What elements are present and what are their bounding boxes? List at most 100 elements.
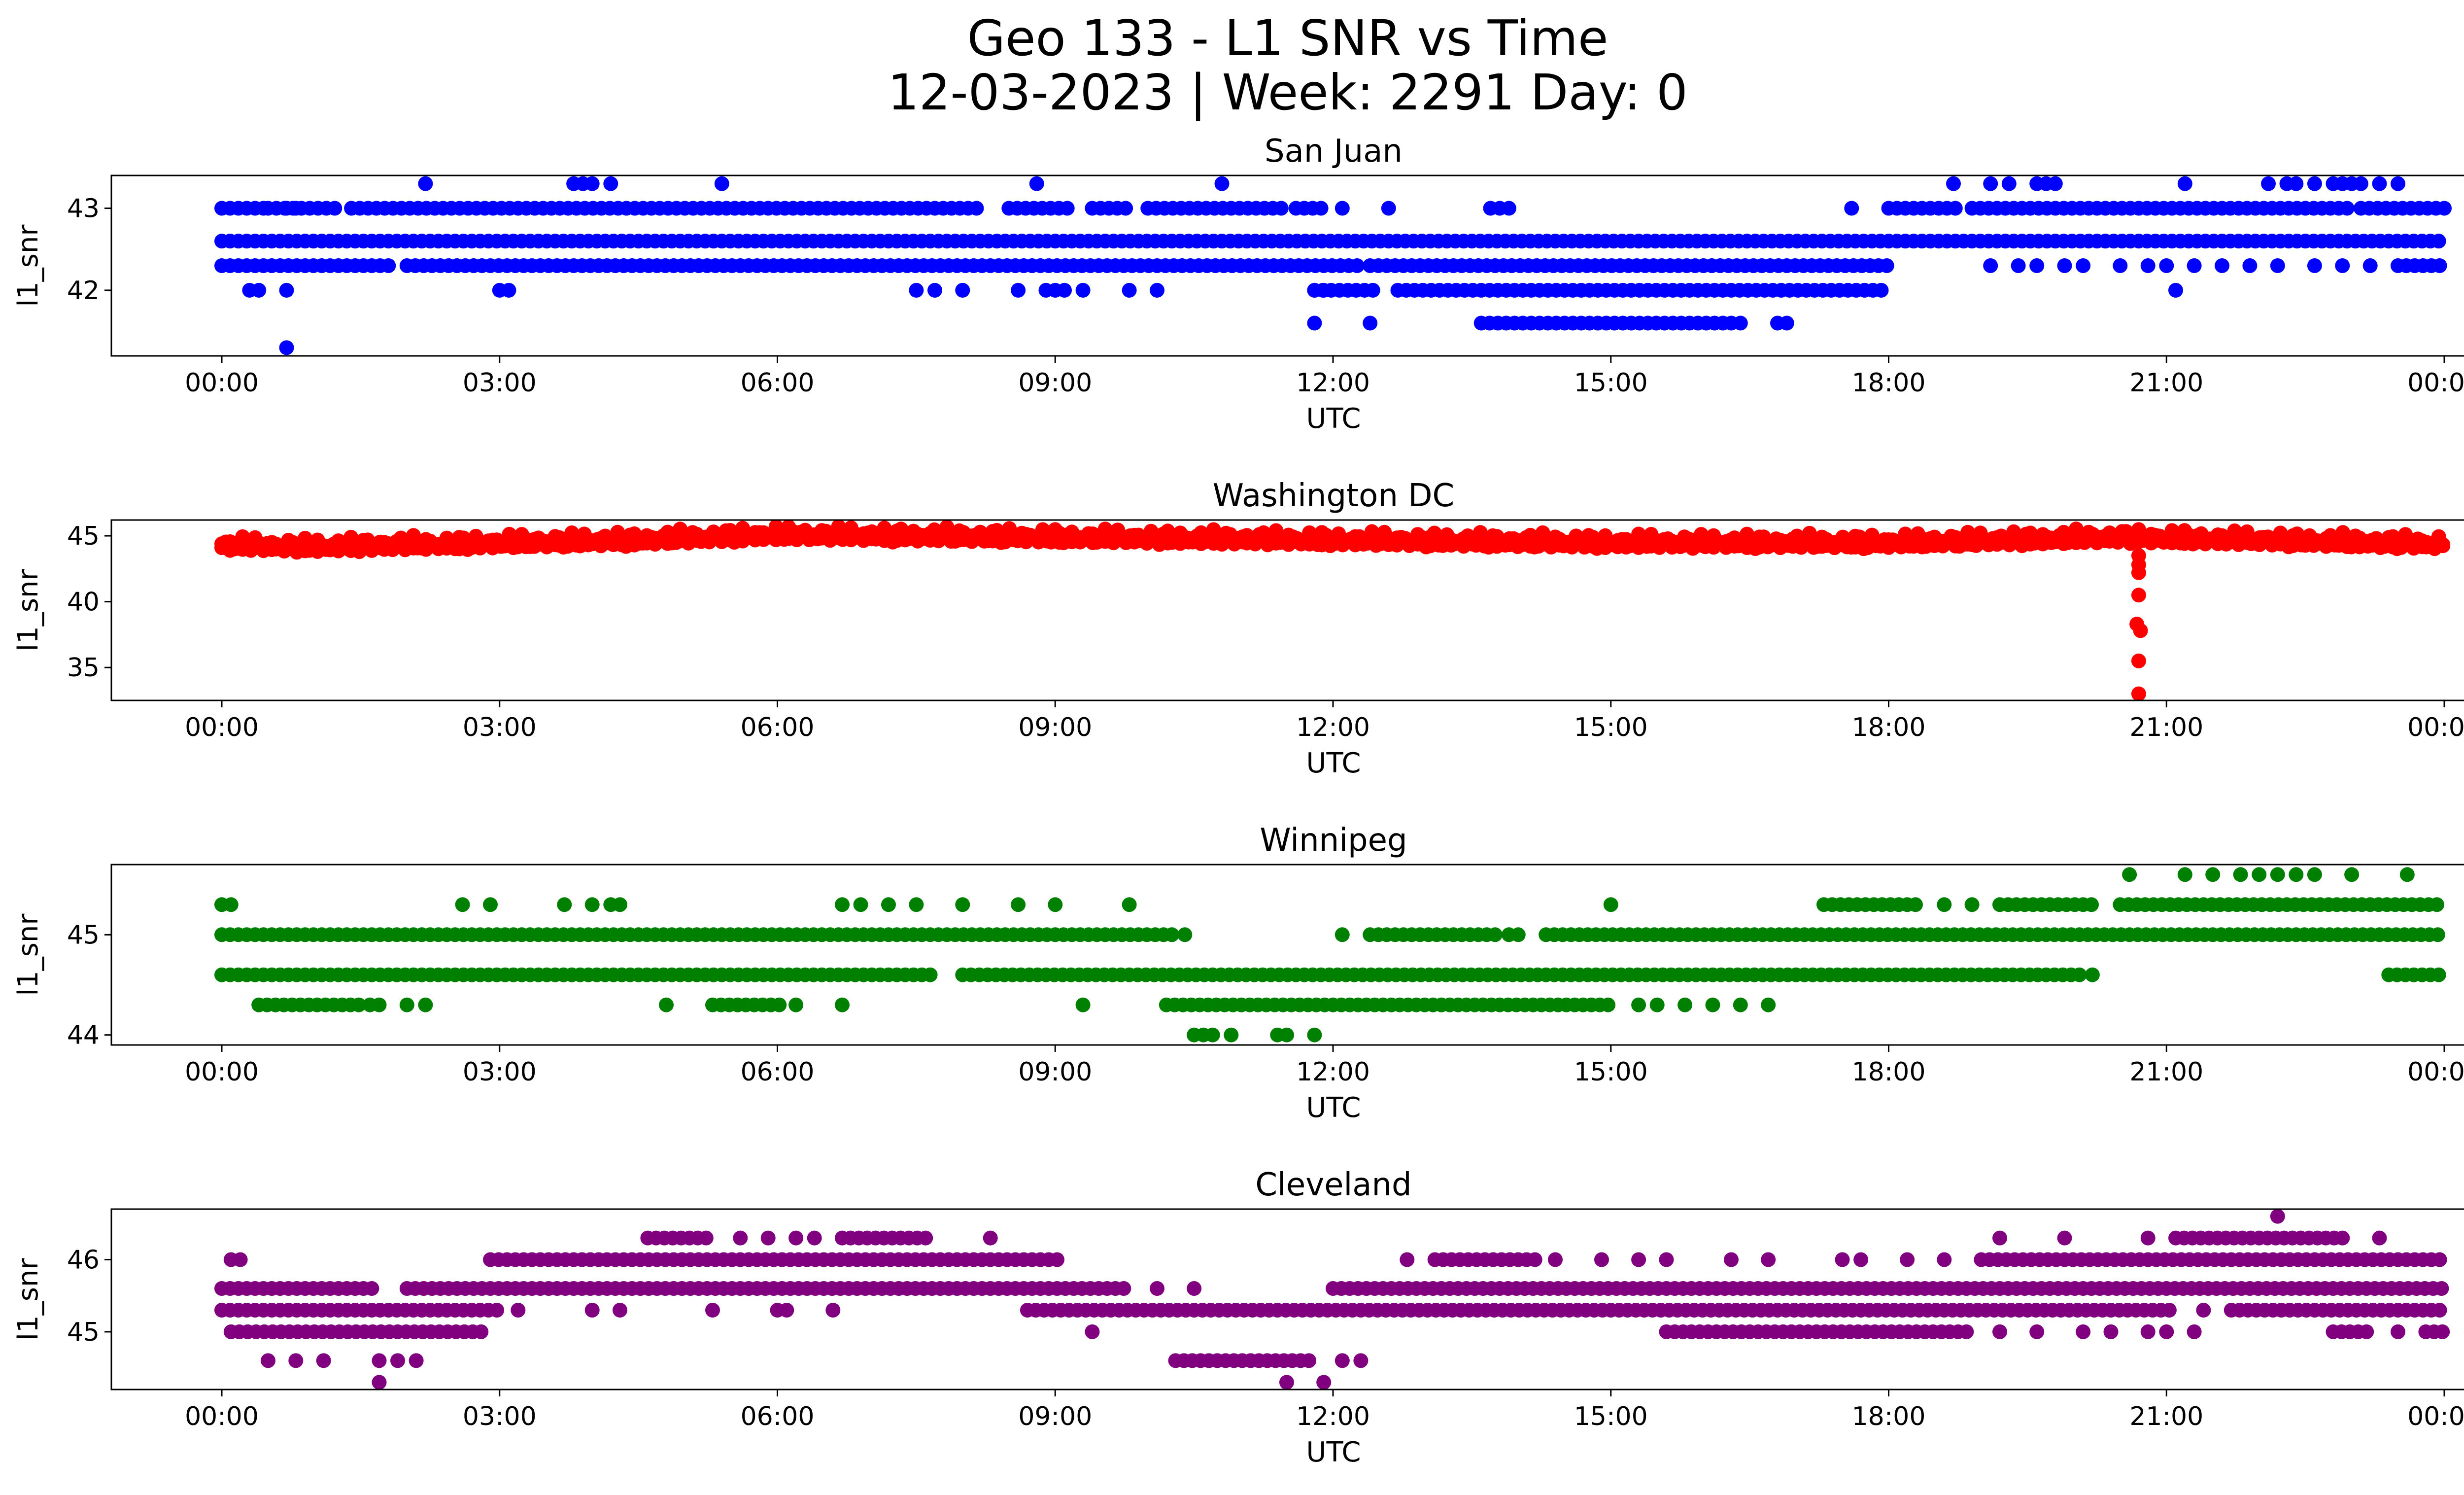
data-point [1761, 997, 1776, 1012]
data-point [1983, 258, 1998, 273]
x-tick-label: 12:00 [1296, 1057, 1370, 1087]
data-point [2270, 258, 2285, 273]
data-point [705, 1303, 720, 1318]
data-point [1349, 258, 1365, 273]
data-point [1992, 1230, 2007, 1246]
data-point [1631, 997, 1646, 1012]
data-point [2335, 1230, 2350, 1246]
y-axis-label: l1_snr [12, 224, 44, 307]
x-tick-label: 00:00 [2407, 713, 2464, 742]
x-tick-label: 18:00 [1852, 1057, 1926, 1087]
x-tick-label: 00:00 [185, 1057, 259, 1087]
scatter-series [214, 1209, 2450, 1390]
x-tick-label: 12:00 [1296, 1402, 1370, 1431]
data-point [1502, 201, 1516, 216]
x-tick-label: 00:00 [185, 1402, 259, 1431]
data-point [2177, 176, 2192, 191]
data-point [390, 1353, 405, 1368]
data-point [372, 1375, 387, 1390]
y-tick-label: 46 [67, 1245, 100, 1275]
data-point [2205, 867, 2221, 882]
x-tick-label: 18:00 [1852, 368, 1926, 398]
data-point [418, 176, 433, 191]
data-point [1937, 897, 1952, 912]
data-point [613, 1303, 627, 1318]
data-point [2261, 176, 2276, 191]
data-point [1631, 1252, 1646, 1267]
data-point [2270, 867, 2285, 882]
data-point [1313, 201, 1329, 216]
data-point [1075, 282, 1091, 298]
data-point [316, 1353, 331, 1368]
data-point [1224, 1027, 1239, 1043]
data-point [511, 1303, 526, 1318]
y-tick-label: 43 [67, 194, 100, 224]
data-point [1273, 201, 1289, 216]
data-point [983, 1230, 998, 1246]
data-point [2103, 1324, 2119, 1339]
data-point [351, 997, 367, 1012]
x-tick-label: 03:00 [463, 1057, 537, 1087]
data-point [2289, 867, 2304, 882]
data-point [1853, 1252, 1869, 1267]
x-tick-label: 06:00 [741, 1402, 815, 1431]
data-point [1048, 897, 1063, 912]
data-point [364, 1281, 379, 1296]
x-tick-label: 03:00 [463, 1402, 537, 1431]
data-point [251, 282, 267, 298]
x-tick-label: 15:00 [1574, 368, 1648, 398]
data-point [1649, 997, 1665, 1012]
data-point [1279, 1027, 1294, 1043]
data-point [1177, 927, 1193, 942]
data-point [1050, 1252, 1064, 1267]
data-point [2057, 258, 2072, 273]
x-tick-label: 15:00 [1574, 1057, 1648, 1087]
x-tick-label: 06:00 [741, 368, 815, 398]
x-tick-label: 09:00 [1018, 713, 1092, 742]
data-point [1150, 1281, 1164, 1296]
data-point [1601, 997, 1616, 1012]
data-point [835, 997, 850, 1012]
data-point [909, 282, 924, 298]
data-point [2029, 258, 2045, 273]
y-tick-label: 45 [67, 1318, 100, 1347]
data-point [418, 997, 433, 1012]
data-point [2431, 234, 2446, 249]
data-point [1164, 927, 1179, 942]
data-point [881, 897, 896, 912]
data-point [2140, 258, 2156, 273]
data-point [2270, 1209, 2285, 1224]
data-point [2344, 867, 2360, 882]
data-point [1316, 1375, 1332, 1390]
data-point [2432, 258, 2447, 273]
data-point [1075, 997, 1091, 1012]
data-point [1946, 176, 1961, 191]
x-tick-label: 09:00 [1018, 1402, 1092, 1431]
data-point [2391, 176, 2405, 191]
data-point [2242, 258, 2258, 273]
data-point [2435, 538, 2451, 554]
subplot-san-juan: San Juan 00:00 03:00 06:00 09:00 12:00 15:00 18… [12, 133, 2464, 435]
subplot-title: Washington DC [1213, 478, 1454, 514]
subplot-title: Winnipeg [1260, 822, 1407, 859]
data-point [2372, 176, 2387, 191]
data-point [2122, 867, 2137, 882]
data-point [1677, 997, 1693, 1012]
data-point [2435, 1324, 2450, 1339]
data-point [2432, 1252, 2447, 1267]
y-tick-label: 40 [67, 588, 100, 617]
data-point [2048, 176, 2063, 191]
figure-title-line1: Geo 133 - L1 SNR vs Time [967, 9, 1608, 67]
data-point [909, 897, 924, 912]
data-point [327, 201, 342, 216]
data-point [474, 1324, 489, 1339]
data-point [772, 997, 787, 1012]
data-point [1301, 1353, 1317, 1368]
data-point [1594, 1252, 1609, 1267]
x-tick-label: 21:00 [2129, 1402, 2203, 1431]
data-point [2084, 897, 2099, 912]
data-point [1937, 1252, 1952, 1267]
x-axis-label: UTC [1306, 1436, 1361, 1468]
data-point [1992, 1324, 2007, 1339]
